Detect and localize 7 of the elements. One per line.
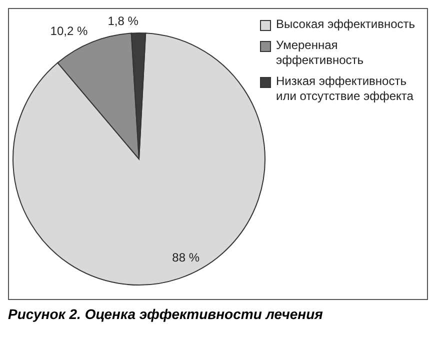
legend-label: Умеренная эффективность (276, 38, 365, 68)
data-label: 1,8 % (108, 14, 139, 28)
data-label: 88 % (172, 250, 200, 265)
data-label: 10,2 % (50, 24, 88, 38)
text: Рисунок 2. Оценка эффективности лечения (8, 306, 324, 322)
legend-label: Высокая эффективность (276, 17, 416, 32)
legend-label: Низкая эффективность или отсутствие эффекта (276, 74, 414, 104)
